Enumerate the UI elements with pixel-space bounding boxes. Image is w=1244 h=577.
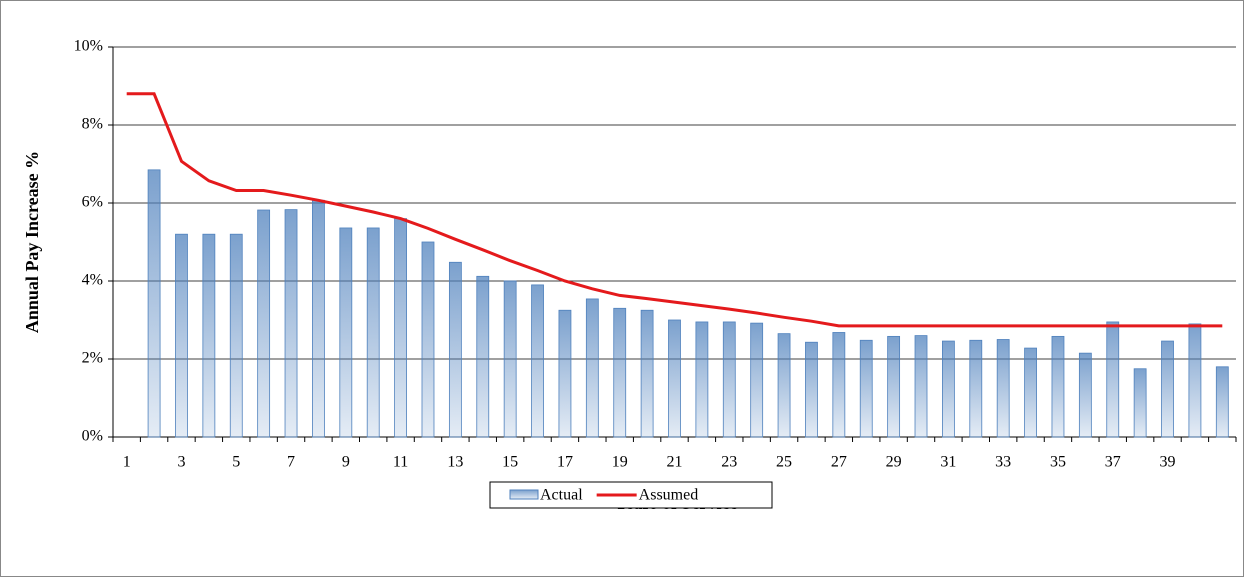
x-tick-label: 23 — [721, 454, 737, 471]
bar — [1106, 321, 1120, 438]
x-tick-label: 31 — [940, 454, 956, 471]
x-tick-label: 5 — [232, 454, 240, 471]
bar — [1051, 335, 1065, 438]
bar — [558, 309, 572, 438]
bar — [257, 209, 271, 438]
bar — [832, 332, 846, 438]
x-tick-label: 7 — [287, 454, 295, 471]
bar — [750, 322, 764, 438]
bar — [1133, 368, 1147, 438]
y-tick-label: 4% — [82, 272, 103, 289]
bar — [805, 341, 818, 438]
x-tick-label: 17 — [557, 454, 573, 471]
bar — [1215, 366, 1229, 438]
bar — [722, 321, 736, 438]
x-tick-label: 29 — [886, 454, 902, 471]
bar — [996, 339, 1010, 438]
x-tick-label: 39 — [1160, 454, 1176, 471]
bar — [229, 233, 243, 438]
legend-swatch — [509, 489, 539, 500]
bar — [476, 275, 490, 438]
x-tick-label: 11 — [393, 454, 408, 471]
bar — [640, 309, 654, 438]
bar — [969, 339, 983, 438]
y-tick-label: 2% — [82, 350, 103, 367]
legend-label: Actual — [540, 487, 583, 504]
line — [126, 92, 1223, 328]
bar — [448, 261, 462, 438]
bar — [613, 307, 627, 438]
y-axis-label: Annual Pay Increase % — [22, 151, 42, 333]
bar — [1078, 352, 1092, 438]
bar — [859, 339, 873, 438]
bar — [1161, 340, 1174, 438]
bar — [312, 199, 325, 438]
y-tick-label: 0% — [82, 428, 103, 445]
bar — [1024, 347, 1037, 438]
bar — [585, 298, 599, 438]
bar — [914, 335, 928, 438]
bar — [777, 333, 791, 438]
x-tick-label: 9 — [342, 454, 350, 471]
bar — [421, 241, 435, 438]
bar — [1188, 323, 1202, 438]
bar — [175, 233, 188, 438]
y-tick-label: 6% — [82, 194, 103, 211]
bar — [366, 227, 380, 438]
bar — [887, 335, 901, 438]
x-tick-label: 25 — [776, 454, 792, 471]
x-tick-label: 13 — [447, 454, 463, 471]
x-tick-label: 37 — [1105, 454, 1121, 471]
x-tick-label: 21 — [667, 454, 683, 471]
y-tick-label: 10% — [74, 38, 103, 55]
y-tick-label: 8% — [82, 116, 103, 133]
bar — [394, 218, 407, 438]
bar — [202, 233, 216, 438]
x-tick-label: 1 — [123, 454, 131, 471]
x-tick-label: 15 — [502, 454, 518, 471]
x-tick-label: 3 — [177, 454, 185, 471]
x-tick-label: 35 — [1050, 454, 1066, 471]
bar — [284, 209, 298, 438]
bar — [503, 280, 517, 438]
bar — [942, 340, 955, 438]
bar — [147, 169, 161, 438]
legend-label: Assumed — [639, 487, 699, 504]
bar — [695, 321, 709, 438]
bar — [668, 319, 681, 438]
x-tick-label: 33 — [995, 454, 1011, 471]
bar — [531, 284, 544, 438]
x-tick-label: 19 — [612, 454, 628, 471]
bar — [339, 227, 353, 438]
x-tick-label: 27 — [831, 454, 847, 471]
